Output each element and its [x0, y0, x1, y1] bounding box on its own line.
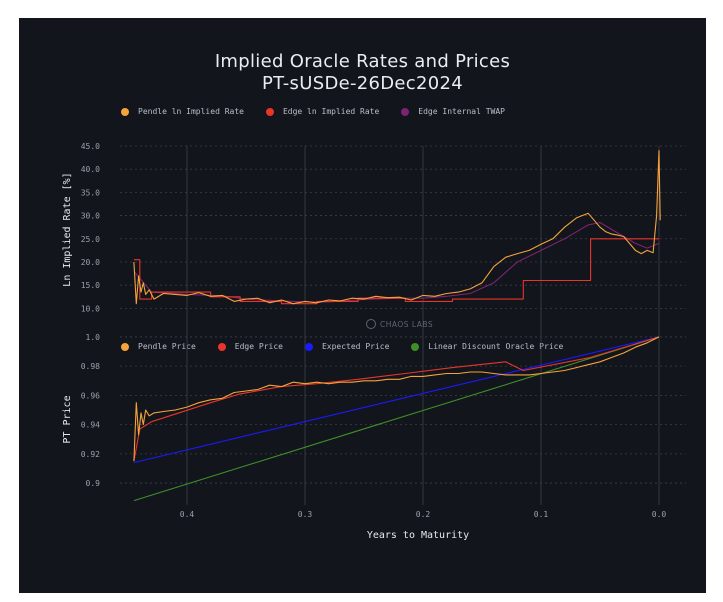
y-tick-label: 0.96 — [81, 391, 100, 400]
x-tick-label: 0.3 — [298, 510, 313, 519]
chart-subtitle: PT-sUSDe-26Dec2024 — [261, 73, 464, 94]
legend-label: Expected Price — [321, 342, 390, 351]
legend-item-edge-rate: Edge ln Implied Rate — [265, 107, 380, 116]
y-tick-label: 35.0 — [81, 188, 100, 197]
legend-label: Pendle Price — [138, 342, 196, 351]
y-tick-label: 40.0 — [81, 165, 100, 174]
legend-dot-icon — [217, 342, 226, 351]
y-tick-label: 0.98 — [81, 362, 100, 371]
y-tick-label: 0.92 — [81, 450, 100, 459]
y-axis-title-rate: Ln Implied Rate [%] — [62, 172, 73, 286]
legend-dot-icon — [304, 342, 313, 351]
legend-item-linear-discount: Linear Discount Oracle Price — [411, 342, 563, 351]
y-tick-label: 0.94 — [81, 421, 100, 430]
price-series-edge-price — [133, 336, 660, 462]
price-series-expected-price — [133, 336, 660, 464]
legend-label: Edge Internal TWAP — [418, 107, 505, 116]
y-tick-label: 20.0 — [81, 258, 100, 267]
legend-dot-icon — [401, 107, 410, 116]
x-tick-label: 0.2 — [416, 510, 431, 519]
y-tick-label: 0.9 — [86, 479, 101, 488]
price-series-pendle-price — [133, 336, 660, 462]
watermark-text: CHAOS LABS — [380, 320, 433, 329]
y-tick-label: 45.0 — [81, 142, 100, 151]
x-tick-label: 0.4 — [180, 510, 195, 519]
x-tick-label: 0.1 — [534, 510, 549, 519]
chart-title: Implied Oracle Rates and Prices — [214, 51, 511, 72]
chaos-labs-logo-icon — [366, 319, 376, 329]
series-layer — [133, 150, 661, 502]
rate-series-edge-internal-twap — [133, 221, 660, 303]
y-axis-title-price: PT Price — [62, 395, 73, 443]
y-tick-label: 15.0 — [81, 281, 100, 290]
legend-item-pendle-rate: Pendle ln Implied Rate — [121, 107, 244, 116]
legend-label: Edge ln Implied Rate — [282, 107, 380, 116]
x-axis-title: Years to Maturity — [367, 530, 469, 541]
legend-dot-icon — [411, 342, 420, 351]
price-series-linear-discount-oracle-price — [133, 336, 660, 502]
legend-item-edge-price: Edge Price — [217, 342, 283, 351]
legend-item-expected-price: Expected Price — [304, 342, 390, 351]
legend-dot-icon — [265, 107, 274, 116]
bottom-legend: Pendle Price Edge Price Expected Price L… — [121, 342, 585, 351]
label-layer: 10.0 15.0 20.0 25.0 30.0 35.0 40.0 45.0 0.9 0.92 0… — [62, 142, 666, 541]
watermark: CHAOS LABS — [366, 319, 433, 329]
y-tick-label: 30.0 — [81, 212, 100, 221]
y-tick-label: 1.0 — [86, 333, 101, 342]
y-tick-label: 25.0 — [81, 235, 100, 244]
legend-item-edge-twap: Edge Internal TWAP — [401, 107, 505, 116]
legend-label: Pendle ln Implied Rate — [138, 107, 244, 116]
rate-series-pendle-ln-implied-rate — [133, 150, 661, 305]
legend-label: Linear Discount Oracle Price — [428, 342, 564, 351]
legend-dot-icon — [121, 342, 129, 351]
x-tick-label: 0.0 — [652, 510, 667, 519]
legend-dot-icon — [121, 107, 129, 116]
rate-series-edge-ln-implied-rate — [133, 238, 659, 305]
chart-frame: Implied Oracle Rates and Prices PT-sUSDe… — [19, 18, 706, 593]
y-tick-label: 10.0 — [81, 304, 100, 313]
top-legend: Pendle ln Implied Rate Edge ln Implied R… — [121, 107, 527, 116]
grid-layer — [120, 145, 686, 505]
legend-item-pendle-price: Pendle Price — [121, 342, 196, 351]
legend-label: Edge Price — [234, 342, 283, 351]
